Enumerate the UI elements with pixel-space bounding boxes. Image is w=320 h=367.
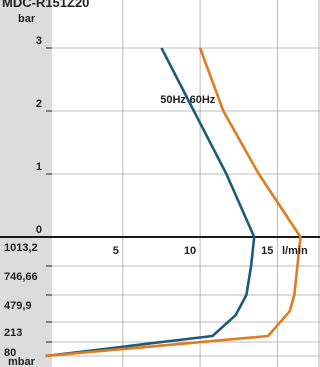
upper-y-tick-label-1: 1: [36, 161, 42, 173]
upper-y-tick-label-0: 0: [36, 224, 42, 236]
curves: [45, 47, 302, 358]
upper-y-tick-label-3: 3: [36, 35, 42, 47]
series-curve-50hz: [45, 47, 256, 358]
series-label-60hz: 60Hz: [190, 94, 216, 106]
chart-title: MDC-R151Z20: [2, 0, 89, 10]
labels: 0 1 2 3 1013,2 746,66 479,9 213 80 5 10 15 50Hz 60Hz: [4, 35, 273, 359]
lower-y-tick-label-0: 1013,2: [4, 242, 38, 254]
x-axis-label: l/min: [282, 245, 308, 257]
lower-y-tick-label-1: 746,66: [4, 271, 38, 283]
series-curve-60hz: [45, 47, 302, 358]
lower-y-tick-label-2: 479,9: [4, 300, 32, 312]
lower-y-axis-label: mbar: [8, 356, 36, 367]
x-tick-label-2: 15: [261, 245, 273, 257]
series-label-50hz: 50Hz: [160, 94, 186, 106]
lower-y-tick-label-3: 213: [4, 327, 22, 339]
upper-y-tick-label-2: 2: [36, 98, 42, 110]
upper-y-axis-label: bar: [18, 13, 36, 25]
x-tick-label-1: 10: [184, 245, 196, 257]
y-axis-band: [0, 0, 52, 367]
lower-y-tick-label-4: 80: [4, 347, 16, 359]
x-tick-label-0: 5: [113, 245, 119, 257]
plot-area: [52, 0, 320, 367]
